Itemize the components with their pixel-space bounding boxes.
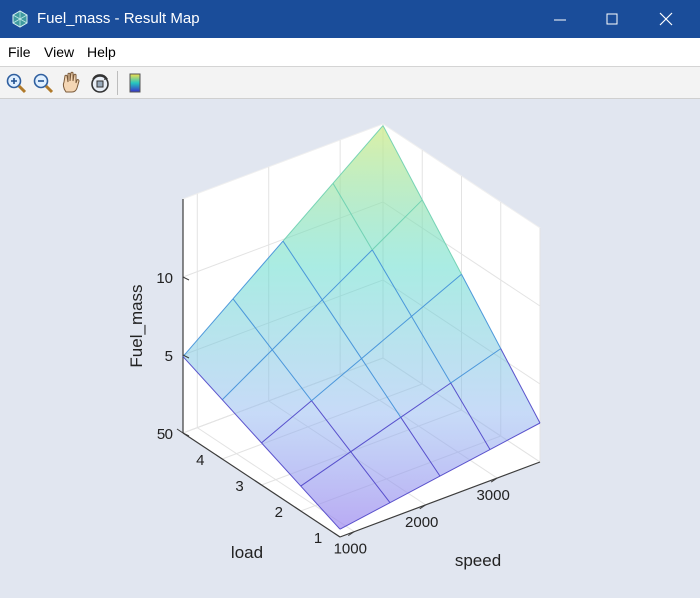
menu-view[interactable]: View xyxy=(44,44,75,60)
y-tick-label: 1 xyxy=(314,530,322,547)
mesh-line-speed xyxy=(450,382,491,450)
z-tick-mark xyxy=(182,276,190,281)
mesh-line-load xyxy=(311,358,362,402)
toolbar xyxy=(0,67,700,99)
mesh-line-load xyxy=(361,316,412,359)
minimize-button[interactable] xyxy=(534,0,586,38)
mesh-line-speed xyxy=(311,400,352,452)
plot-area[interactable]: 1000 2000 3000 1 2 3 4 5 0 5 10 speed load Fuel_mass xyxy=(0,99,700,593)
z-tick-label: 0 xyxy=(165,426,173,443)
mesh-line-speed xyxy=(232,298,273,351)
z-tick-mark xyxy=(182,354,190,359)
z-tick-mark xyxy=(182,432,190,437)
mesh-line-load xyxy=(282,182,334,242)
mesh-line-speed xyxy=(400,417,441,477)
mesh-line-load xyxy=(371,199,423,251)
colorbar-icon[interactable] xyxy=(123,71,147,95)
mesh-line-speed xyxy=(261,442,302,487)
mesh-line-speed xyxy=(182,356,223,401)
mesh-line-load xyxy=(261,400,312,444)
mesh-line-load xyxy=(400,382,452,418)
mesh-line-load xyxy=(411,273,462,317)
mesh-line-load xyxy=(339,502,391,530)
x-axis-label: speed xyxy=(455,551,501,570)
z-tick-label: 10 xyxy=(156,270,173,287)
mesh-line-load xyxy=(450,348,502,384)
mesh-line-speed xyxy=(382,125,423,201)
minimize-icon xyxy=(554,19,566,21)
mesh-line-speed xyxy=(421,199,462,275)
y-tick-mark xyxy=(333,532,341,538)
mesh-line-load xyxy=(350,416,402,453)
maximize-button[interactable] xyxy=(586,0,638,38)
mesh-line-load xyxy=(182,298,234,357)
mesh-line-speed xyxy=(332,183,373,251)
window-title: Fuel_mass - Result Map xyxy=(37,10,200,27)
rotate-3d-icon[interactable] xyxy=(88,71,112,95)
mesh-line-load xyxy=(489,422,541,450)
y-tick-label: 2 xyxy=(275,504,283,521)
pan-hand-icon[interactable] xyxy=(59,71,83,95)
mesh-line-speed xyxy=(461,274,502,349)
mesh-line-speed xyxy=(282,240,323,301)
mesh-line-speed xyxy=(371,249,412,317)
y-tick-label: 5 xyxy=(157,426,165,443)
z-axis-label: Fuel_mass xyxy=(127,284,146,367)
zoom-out-icon[interactable] xyxy=(31,71,55,95)
close-icon xyxy=(659,12,673,26)
mesh-line-load xyxy=(389,475,441,504)
x-axis-line xyxy=(339,461,541,538)
menu-file[interactable]: File xyxy=(8,44,31,60)
y-tick-mark xyxy=(215,454,223,460)
x-tick-label: 3000 xyxy=(476,487,509,504)
y-tick-mark xyxy=(255,480,262,486)
mesh-line-load xyxy=(221,349,273,401)
mesh-line-load xyxy=(439,449,491,477)
y-axis-label: load xyxy=(231,543,263,562)
x-tick-label: 1000 xyxy=(334,541,367,558)
z-tick-label: 5 xyxy=(165,348,173,365)
app-icon xyxy=(12,10,28,28)
menu-bar: File View Help xyxy=(0,38,700,67)
mesh-line-speed xyxy=(221,399,262,444)
mesh-line-speed xyxy=(361,358,402,418)
mesh-line-load xyxy=(271,299,323,351)
mesh-line-speed xyxy=(271,349,312,402)
y-tick-mark xyxy=(294,506,302,512)
mesh-line-speed xyxy=(300,485,341,530)
mesh-line-load xyxy=(321,249,373,301)
x-tick-mark xyxy=(348,531,355,537)
mesh-line-speed xyxy=(350,451,391,503)
zoom-in-icon[interactable] xyxy=(4,71,28,95)
x-tick-mark xyxy=(419,504,426,510)
title-bar: Fuel_mass - Result Map xyxy=(0,0,700,38)
y-tick-mark xyxy=(176,428,184,434)
mesh-line-load xyxy=(300,451,352,487)
mesh-line-speed xyxy=(500,348,541,424)
mesh-line-load xyxy=(232,240,284,300)
surface-fill xyxy=(183,125,540,530)
x-tick-label: 2000 xyxy=(405,514,438,531)
y-tick-label: 4 xyxy=(196,452,204,469)
x-tick-mark xyxy=(490,477,498,483)
close-button[interactable] xyxy=(640,0,692,38)
y-tick-label: 3 xyxy=(235,478,243,495)
mesh-line-speed xyxy=(411,316,452,384)
mesh-line-load xyxy=(332,125,384,184)
menu-help[interactable]: Help xyxy=(87,44,116,60)
toolbar-separator xyxy=(117,71,118,95)
maximize-icon xyxy=(606,13,618,25)
mesh-line-speed xyxy=(321,299,362,359)
